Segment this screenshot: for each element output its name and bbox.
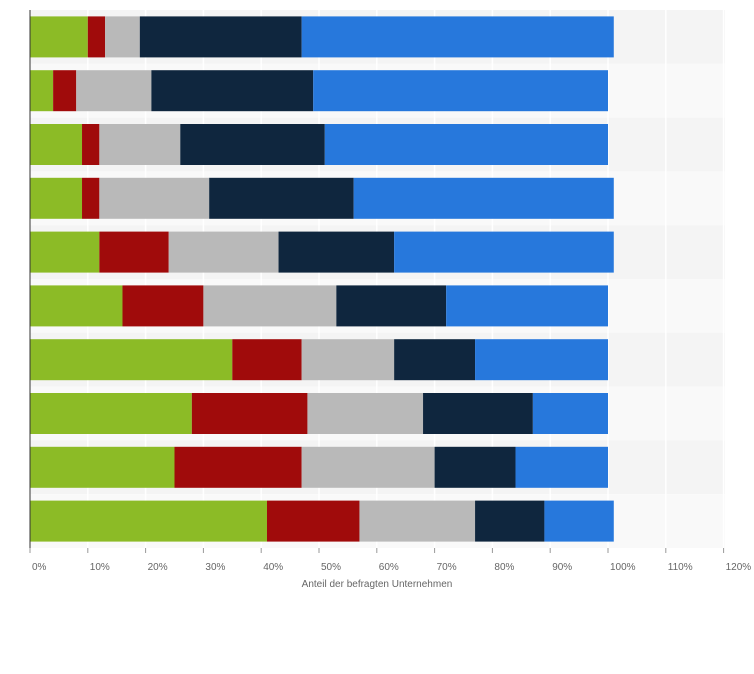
- bar-segment-5[interactable]: [475, 339, 608, 381]
- bar-segment-1[interactable]: [30, 16, 88, 58]
- bar-segment-5[interactable]: [446, 285, 608, 327]
- bar-segment-2[interactable]: [82, 124, 100, 165]
- bar-segment-5[interactable]: [313, 70, 608, 112]
- bar-segment-4[interactable]: [336, 285, 447, 327]
- bar-segment-3[interactable]: [99, 177, 210, 219]
- bar-segment-4[interactable]: [278, 231, 395, 273]
- bar-segment-1[interactable]: [30, 339, 233, 381]
- tick-label: 10%: [90, 562, 110, 573]
- bar-segment-1[interactable]: [30, 446, 175, 488]
- bar-segment-2[interactable]: [266, 500, 360, 542]
- bar-segment-2[interactable]: [232, 339, 302, 381]
- tick-label: 60%: [379, 562, 399, 573]
- bar-segment-4[interactable]: [475, 500, 545, 542]
- tick-label: 20%: [148, 562, 168, 573]
- bar-segment-4[interactable]: [209, 177, 354, 219]
- bars: [30, 16, 614, 542]
- bar-segment-3[interactable]: [168, 231, 279, 273]
- x-axis-label: Anteil der befragten Unternehmen: [302, 579, 453, 590]
- bar-segment-2[interactable]: [99, 231, 169, 273]
- bar-segment-1[interactable]: [30, 124, 83, 165]
- tick-label: 100%: [610, 562, 636, 573]
- bar-segment-5[interactable]: [544, 500, 614, 542]
- bar-segment-5[interactable]: [532, 393, 608, 434]
- bar-segment-1[interactable]: [30, 70, 54, 112]
- bar-segment-5[interactable]: [324, 124, 608, 165]
- bar-segment-1[interactable]: [30, 500, 267, 542]
- tick-label: 70%: [437, 562, 457, 573]
- bar-segment-4[interactable]: [423, 393, 533, 434]
- bar-segment-1[interactable]: [30, 285, 123, 327]
- bar-segment-1[interactable]: [30, 177, 83, 219]
- bar-segment-2[interactable]: [174, 446, 302, 488]
- bar-segment-5[interactable]: [394, 231, 614, 273]
- bar-segment-3[interactable]: [359, 500, 476, 542]
- x-axis-ticks: 0% 10% 20% 30% 40% 50% 60% 70% 80% 90% 100% 110% 120…: [29, 548, 752, 573]
- tick-label: 110%: [668, 562, 693, 573]
- bar-segment-4[interactable]: [394, 339, 476, 381]
- bar-segment-2[interactable]: [122, 285, 204, 327]
- bar-segment-3[interactable]: [301, 339, 395, 381]
- bar-segment-5[interactable]: [515, 446, 608, 488]
- bar-segment-3[interactable]: [203, 285, 337, 327]
- bar-segment-3[interactable]: [105, 16, 140, 58]
- tick-label: 30%: [205, 562, 225, 573]
- bar-segment-5[interactable]: [301, 16, 614, 58]
- bar-segment-3[interactable]: [76, 70, 152, 112]
- tick-label: 120%: [726, 562, 752, 573]
- bar-segment-3[interactable]: [99, 124, 181, 165]
- bar-segment-4[interactable]: [180, 124, 325, 165]
- bar-segment-4[interactable]: [151, 70, 314, 112]
- bar-segment-3[interactable]: [301, 446, 435, 488]
- bar-segment-1[interactable]: [30, 231, 100, 273]
- tick-label: 40%: [263, 562, 283, 573]
- tick-label: 0%: [32, 562, 47, 573]
- bar-segment-4[interactable]: [434, 446, 516, 488]
- bar-segment-2[interactable]: [53, 70, 77, 112]
- bar-segment-5[interactable]: [353, 177, 614, 219]
- tick-label: 80%: [494, 562, 514, 573]
- bar-segment-2[interactable]: [191, 393, 308, 434]
- tick-label: 90%: [552, 562, 572, 573]
- bar-segment-1[interactable]: [30, 393, 192, 434]
- bar-segment-2[interactable]: [82, 177, 100, 219]
- tick-label: 50%: [321, 562, 341, 573]
- bar-segment-4[interactable]: [139, 16, 302, 58]
- bar-segment-2[interactable]: [87, 16, 106, 58]
- bar-segment-3[interactable]: [307, 393, 424, 434]
